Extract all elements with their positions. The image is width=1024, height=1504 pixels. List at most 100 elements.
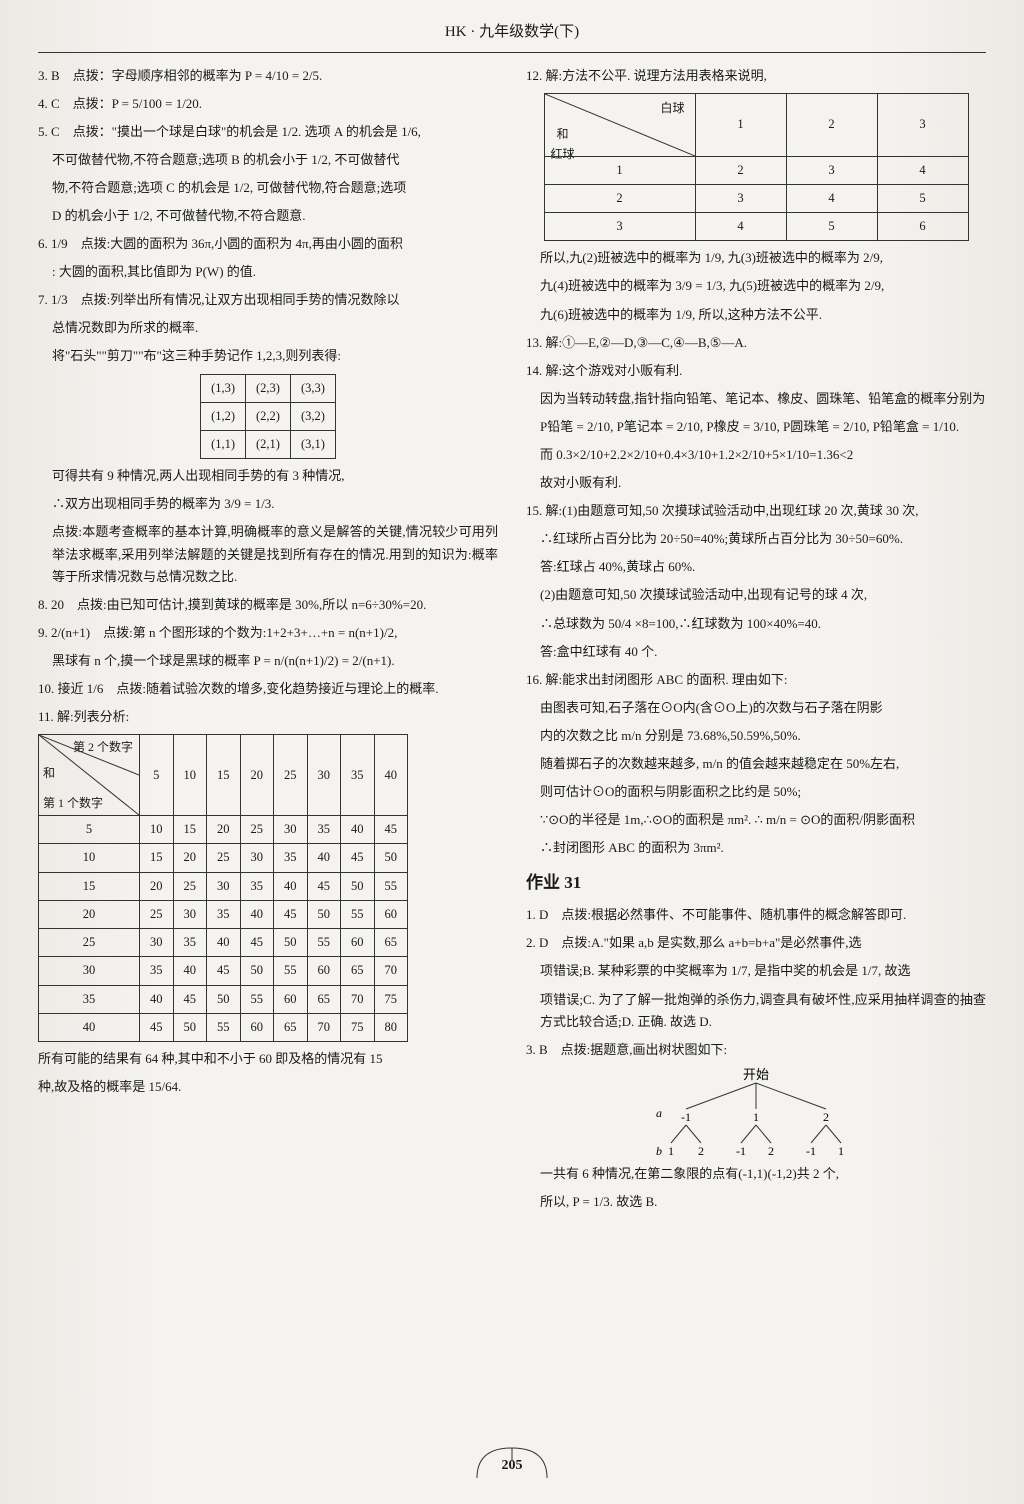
cell: 30 bbox=[240, 844, 274, 872]
q6a: 6. 1/9 点拨:大圆的面积为 36π,小圆的面积为 4π,再由小圆的面积 bbox=[38, 233, 498, 255]
cell: 60 bbox=[341, 929, 375, 957]
cell: 65 bbox=[307, 985, 341, 1013]
q15f: 答:盒中红球有 40 个. bbox=[526, 641, 986, 663]
page-number: 205 bbox=[475, 1454, 549, 1478]
cell: 65 bbox=[341, 957, 375, 985]
col-head: 30 bbox=[307, 735, 341, 816]
tree-root: 开始 bbox=[743, 1067, 769, 1082]
cell: 45 bbox=[341, 844, 375, 872]
cell: 40 bbox=[240, 900, 274, 928]
cell: 50 bbox=[173, 1013, 207, 1041]
page-header: HK · 九年级数学(下) bbox=[38, 20, 986, 53]
cell: 50 bbox=[240, 957, 274, 985]
diag-corner-q12: 白球 和红球 bbox=[545, 94, 695, 156]
corner-mid: 和 bbox=[557, 127, 569, 141]
cell: 40 bbox=[341, 816, 375, 844]
cell: 60 bbox=[274, 985, 308, 1013]
cell: 6 bbox=[877, 213, 968, 241]
q13: 13. 解:①—E,②—D,③—C,④—B,⑤—A. bbox=[526, 332, 986, 354]
cell: 35 bbox=[140, 957, 174, 985]
cell: 30 bbox=[207, 872, 241, 900]
diag-corner: 第 2 个数字 和 第 1 个数字 bbox=[39, 735, 139, 815]
q14d: 而 0.3×2/10+2.2×2/10+0.4×3/10+1.2×2/10+5×… bbox=[526, 444, 986, 466]
cell: 10 bbox=[140, 816, 174, 844]
cell: 40 bbox=[140, 985, 174, 1013]
cell: (3,1) bbox=[290, 431, 335, 459]
cell: 60 bbox=[240, 1013, 274, 1041]
q5c: 物,不符合题意;选项 C 的机会是 1/2, 可做替代物,符合题意;选项 bbox=[38, 177, 498, 199]
col-head: 15 bbox=[207, 735, 241, 816]
cell: 25 bbox=[173, 872, 207, 900]
q7b: 总情况数即为所求的概率. bbox=[38, 317, 498, 339]
q7e: ∴双方出现相同手势的概率为 3/9 = 1/3. bbox=[38, 493, 498, 515]
cell: 45 bbox=[307, 872, 341, 900]
q15d: (2)由题意可知,50 次摸球试验活动中,出现有记号的球 4 次, bbox=[526, 584, 986, 606]
svg-text:-1: -1 bbox=[806, 1144, 816, 1157]
cell: 40 bbox=[173, 957, 207, 985]
hw3b: 一共有 6 种情况,在第二象限的点有(-1,1)(-1,2)共 2 个, bbox=[526, 1163, 986, 1185]
col-head: 10 bbox=[173, 735, 207, 816]
two-columns: 3. B 点拨：字母顺序相邻的概率为 P = 4/10 = 2/5. 4. C … bbox=[38, 65, 986, 1220]
q6b: : 大圆的面积,其比值即为 P(W) 的值. bbox=[38, 261, 498, 283]
q16d: 随着掷石子的次数越来越多, m/n 的值会越来越稳定在 50%左右, bbox=[526, 753, 986, 775]
cell: 35 bbox=[207, 900, 241, 928]
svg-text:2: 2 bbox=[698, 1144, 704, 1157]
cell: 40 bbox=[274, 872, 308, 900]
col-head: 25 bbox=[274, 735, 308, 816]
q14a: 14. 解:这个游戏对小贩有利. bbox=[526, 360, 986, 382]
q8: 8. 20 点拨:由已知可估计,摸到黄球的概率是 30%,所以 n=6÷30%=… bbox=[38, 594, 498, 616]
cell: 50 bbox=[207, 985, 241, 1013]
cell: 55 bbox=[374, 872, 408, 900]
row-head: 40 bbox=[39, 1013, 140, 1041]
q15e: ∴总球数为 50/4 ×8=100,∴红球数为 100×40%=40. bbox=[526, 613, 986, 635]
cell: 80 bbox=[374, 1013, 408, 1041]
row-head: 2 bbox=[544, 184, 695, 212]
q12c: 九(4)班被选中的概率为 3/9 = 1/3, 九(5)班被选中的概率为 2/9… bbox=[526, 275, 986, 297]
cell: 15 bbox=[173, 816, 207, 844]
corner-top: 第 2 个数字 bbox=[73, 737, 133, 757]
cell: 55 bbox=[341, 900, 375, 928]
cell: (2,1) bbox=[246, 431, 291, 459]
cell: 70 bbox=[307, 1013, 341, 1041]
cell: 40 bbox=[207, 929, 241, 957]
corner-bottom: 第 1 个数字 bbox=[43, 793, 103, 813]
cell: 75 bbox=[341, 1013, 375, 1041]
cell: 50 bbox=[274, 929, 308, 957]
svg-text:b: b bbox=[656, 1144, 662, 1157]
col-head: 35 bbox=[341, 735, 375, 816]
q16c: 内的次数之比 m/n 分别是 73.68%,50.59%,50%. bbox=[526, 725, 986, 747]
q11b: 所有可能的结果有 64 种,其中和不小于 60 即及格的情况有 15 bbox=[38, 1048, 498, 1070]
hw3a: 3. B 点拨:据题意,画出树状图如下: bbox=[526, 1039, 986, 1061]
cell: 25 bbox=[140, 900, 174, 928]
q16a: 16. 解:能求出封闭图形 ABC 的面积. 理由如下: bbox=[526, 669, 986, 691]
hw2a: 2. D 点拨:A."如果 a,b 是实数,那么 a+b=b+a"是必然事件,选 bbox=[526, 932, 986, 954]
cell: 50 bbox=[307, 900, 341, 928]
cell: 5 bbox=[786, 213, 877, 241]
col-head: 40 bbox=[374, 735, 408, 816]
cell: 55 bbox=[274, 957, 308, 985]
q7d: 可得共有 9 种情况,两人出现相同手势的有 3 种情况, bbox=[38, 465, 498, 487]
cell: 70 bbox=[374, 957, 408, 985]
cell: 45 bbox=[240, 929, 274, 957]
table-q12: 白球 和红球 123 1234 2345 3456 bbox=[544, 93, 969, 242]
table-q11: 第 2 个数字 和 第 1 个数字 510152025303540 510152… bbox=[38, 734, 408, 1042]
cell: 50 bbox=[341, 872, 375, 900]
cell: 35 bbox=[307, 816, 341, 844]
cell: 4 bbox=[877, 156, 968, 184]
cell: 30 bbox=[140, 929, 174, 957]
q14b: 因为当转动转盘,指针指向铅笔、笔记本、橡皮、圆珠笔、铅笔盒的概率分别为 bbox=[526, 388, 986, 410]
col-head: 20 bbox=[240, 735, 274, 816]
cell: 45 bbox=[173, 985, 207, 1013]
col-head: 3 bbox=[877, 93, 968, 156]
col-head: 5 bbox=[140, 735, 174, 816]
q5b: 不可做替代物,不符合题意;选项 B 的机会小于 1/2, 不可做替代 bbox=[38, 149, 498, 171]
q3: 3. B 点拨：字母顺序相邻的概率为 P = 4/10 = 2/5. bbox=[38, 65, 498, 87]
svg-text:-1: -1 bbox=[681, 1110, 691, 1124]
cell: 30 bbox=[274, 816, 308, 844]
hw2c: 项错误;C. 为了了解一批炮弹的杀伤力,调查具有破坏性,应采用抽样调查的抽查方式… bbox=[526, 989, 986, 1033]
row-head: 30 bbox=[39, 957, 140, 985]
row-head: 20 bbox=[39, 900, 140, 928]
svg-text:2: 2 bbox=[768, 1144, 774, 1157]
cell: 65 bbox=[274, 1013, 308, 1041]
q12d: 九(6)班被选中的概率为 1/9, 所以,这种方法不公平. bbox=[526, 304, 986, 326]
